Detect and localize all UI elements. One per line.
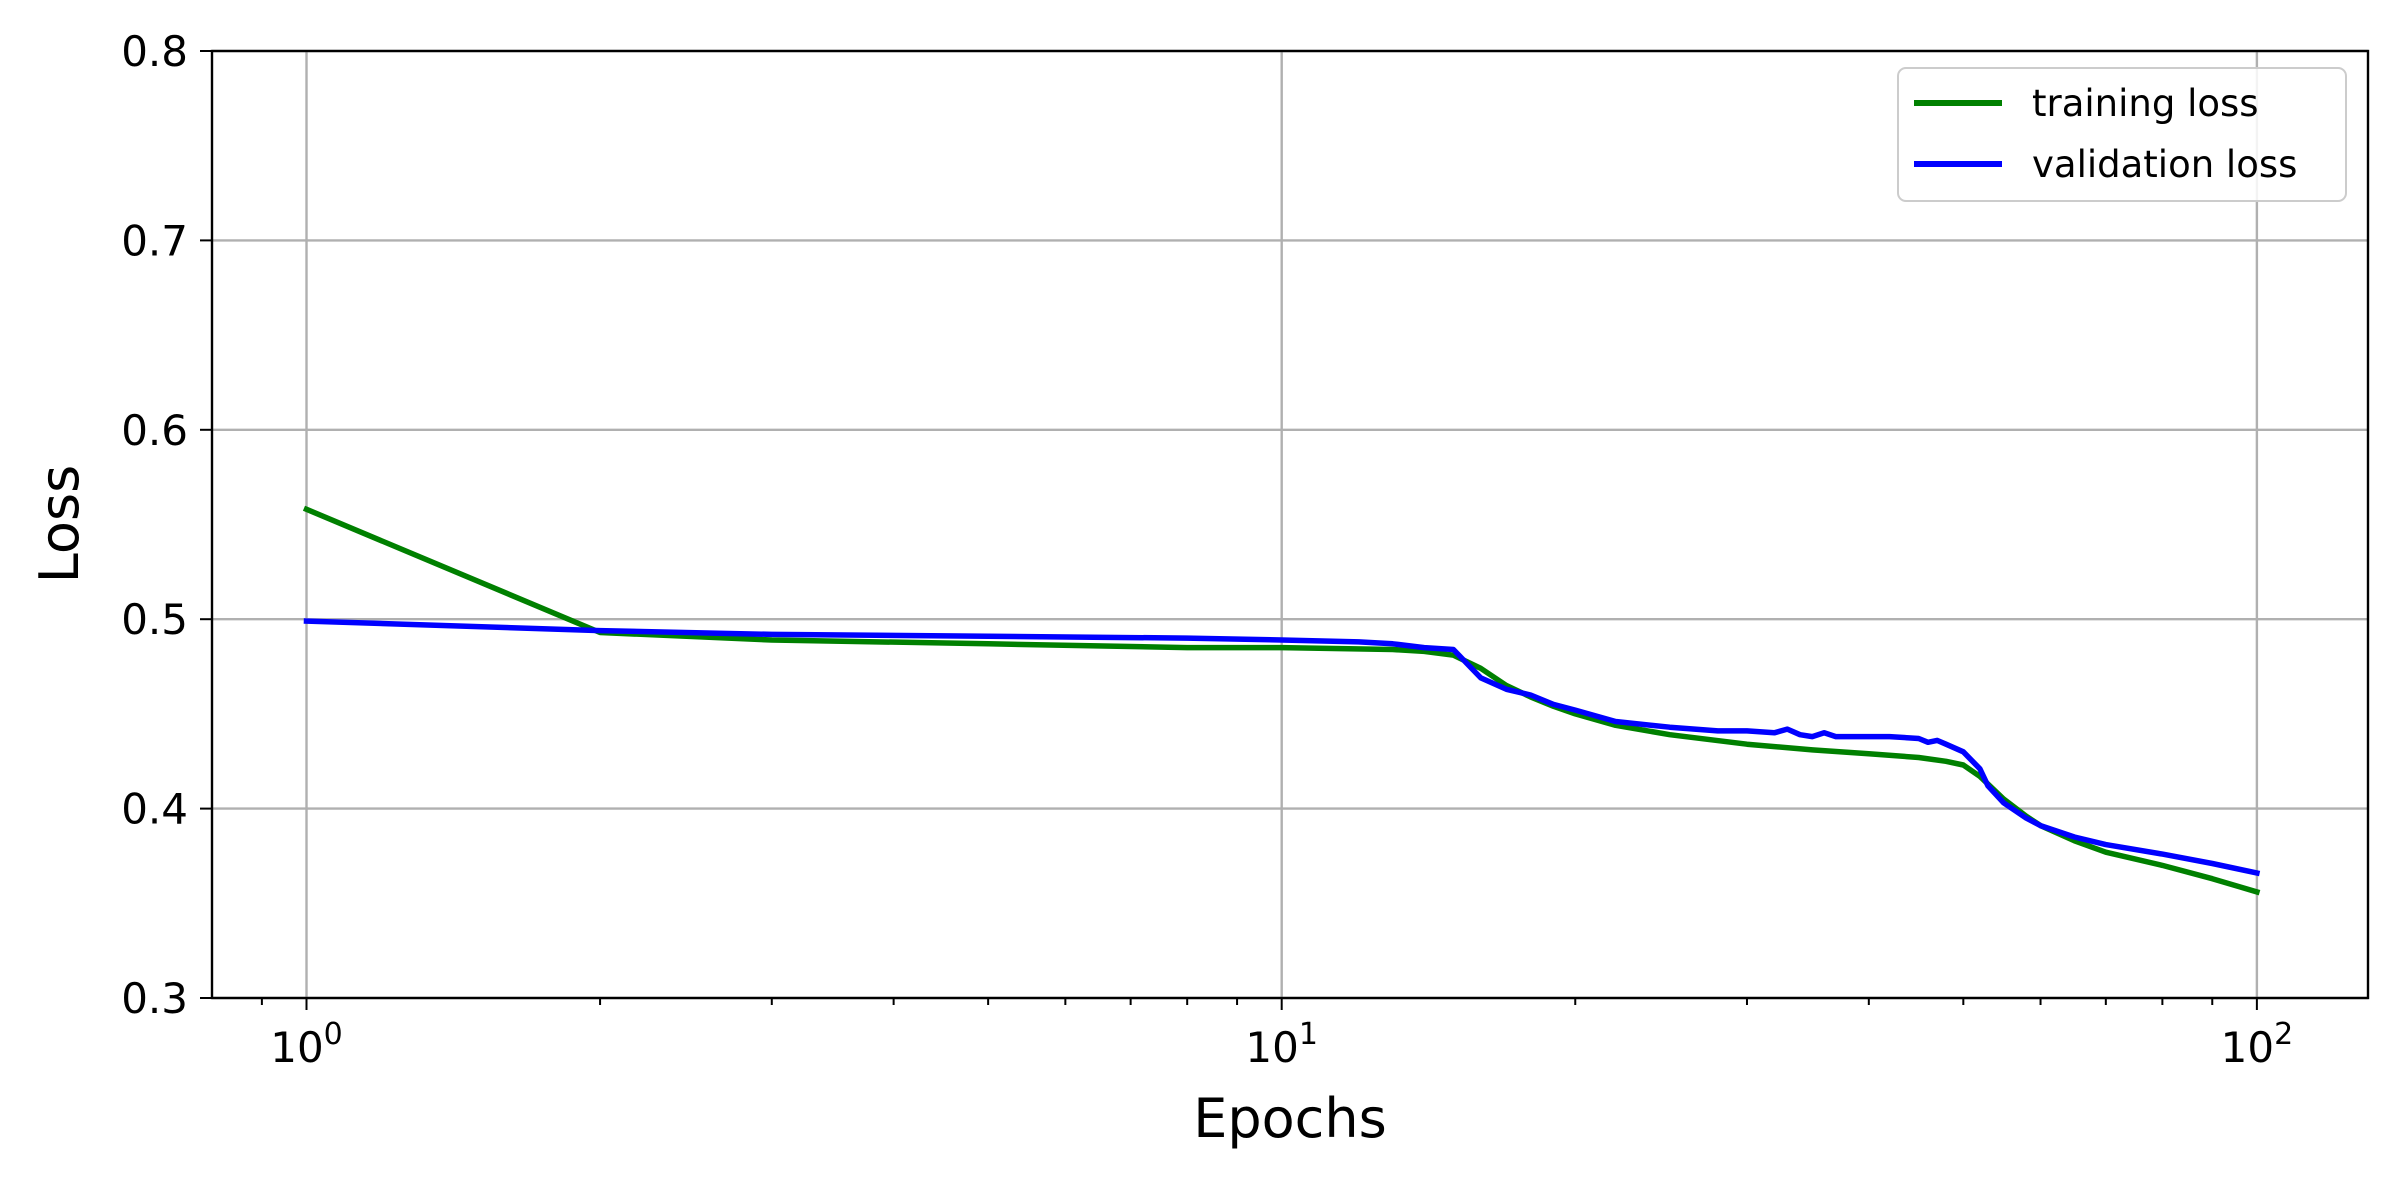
ticks: 0.3 0.4 0.5 0.6 0.7 0.8 100 101 102 <box>121 27 2293 1072</box>
legend: training loss validation loss <box>1897 67 2347 202</box>
x-tick-label: 100 <box>270 1017 343 1072</box>
y-tick-label: 0.8 <box>121 27 188 76</box>
y-tick-label: 0.4 <box>121 785 188 834</box>
y-tick-label: 0.7 <box>121 216 188 265</box>
plot-frame <box>210 49 2370 1000</box>
legend-label-validation: validation loss <box>2032 143 2297 186</box>
x-axis-title: Epochs <box>1193 1087 1386 1150</box>
y-tick-label: 0.5 <box>121 595 188 644</box>
y-tick-label: 0.3 <box>121 974 188 1023</box>
x-tick-label: 102 <box>2221 1017 2294 1072</box>
series-line-validation-loss <box>303 618 2261 877</box>
legend-label-training: training loss <box>2032 82 2259 125</box>
x-tick-label: 101 <box>1245 1017 1318 1072</box>
y-tick-label: 0.6 <box>121 406 188 455</box>
y-axis-title: Loss <box>28 465 91 583</box>
series-layer <box>302 505 2261 896</box>
legend-box <box>1897 67 2347 202</box>
